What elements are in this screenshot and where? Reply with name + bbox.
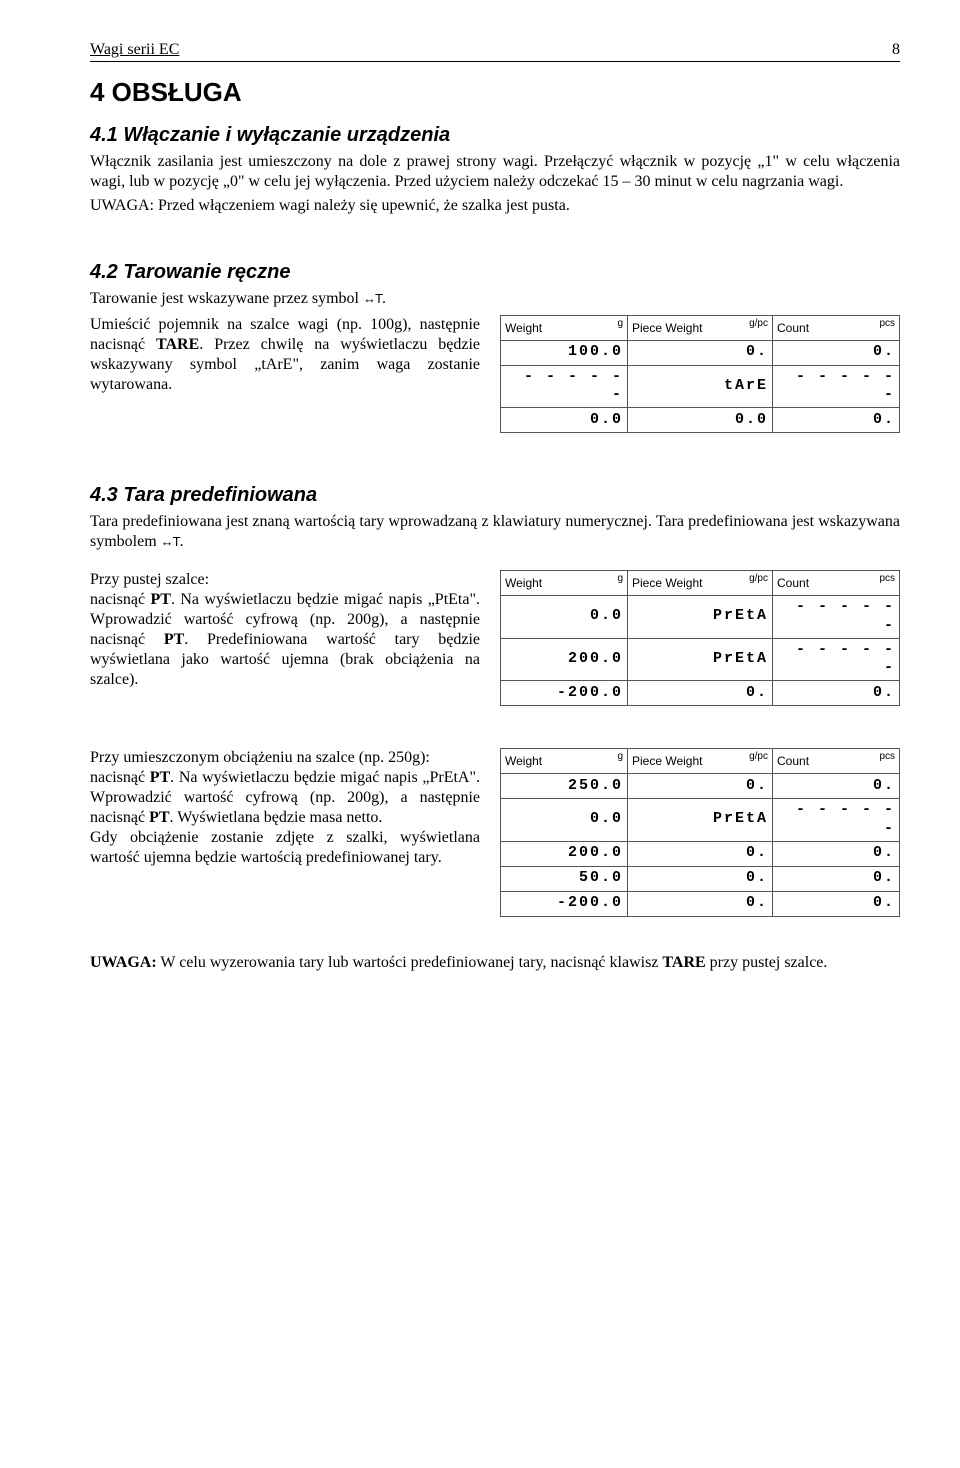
p-41-body: Włącznik zasilania jest umieszczony na d… [90, 152, 900, 192]
cell: 100.0 [501, 340, 628, 365]
p-42-intro-post: . [382, 290, 386, 307]
txt: przy pustej szalce. [706, 954, 828, 971]
cell: 0. [773, 866, 900, 891]
txt: nacisnąć [90, 591, 150, 608]
cell: 0.0 [501, 799, 628, 842]
hdr: Piece Weight [632, 754, 702, 768]
hdr: pcs [879, 318, 895, 331]
cell: 0. [628, 866, 773, 891]
footer-uwaga: UWAGA: [90, 954, 157, 971]
cell: 0. [628, 340, 773, 365]
h2-41: 4.1 Włączanie i wyłączanie urządzenia [90, 123, 900, 148]
cell: - - - - - - [773, 799, 900, 842]
cell: 0.0 [628, 408, 773, 433]
hdr: Weight [505, 321, 542, 335]
hdr: g/pc [749, 751, 768, 764]
cell: 200.0 [501, 638, 628, 681]
hdr: pcs [879, 751, 895, 764]
cell: - - - - - - [773, 638, 900, 681]
h1-obsluga: 4 OBSŁUGA [90, 76, 900, 109]
hdr: Piece Weight [632, 576, 702, 590]
p-41-uwaga: UWAGA: Przed włączeniem wagi należy się … [90, 196, 900, 216]
cell: 0. [628, 891, 773, 916]
hdr: Weight [505, 754, 542, 768]
hdr: Weight [505, 576, 542, 590]
cell: 0. [773, 774, 900, 799]
hdr: g/pc [749, 318, 768, 331]
display-table-43a: Weight g Piece Weight g/pc Count pcs 0.0… [500, 570, 900, 706]
p-42-intro-pre: Tarowanie jest wskazywane przez symbol [90, 290, 363, 307]
txt: Przy pustej szalce: [90, 571, 209, 588]
cell: 0. [773, 681, 900, 706]
cell: PrEtA [628, 638, 773, 681]
cell: 0. [773, 841, 900, 866]
cell: 0. [773, 340, 900, 365]
pt-key: PT [164, 631, 184, 648]
hdr: Count [777, 321, 809, 335]
p-43-intro-pre: Tara predefiniowana jest znaną wartością… [90, 513, 900, 550]
cell: - - - - - - [501, 365, 628, 408]
hdr: g [617, 573, 623, 586]
cell: 0. [628, 841, 773, 866]
txt: Przy umieszczonym obciążeniu na szalce (… [90, 749, 430, 766]
tare-symbol-icon: ↔T [161, 534, 180, 549]
tare-symbol-icon: ↔T [363, 291, 382, 306]
display-table-42: Weight g Piece Weight g/pc Count pcs 100… [500, 315, 900, 434]
pt-key: PT [150, 591, 170, 608]
cell: 0. [773, 891, 900, 916]
hdr: g/pc [749, 573, 768, 586]
p-43-intro: Tara predefiniowana jest znaną wartością… [90, 512, 900, 552]
hdr: Piece Weight [632, 321, 702, 335]
cell: 0.0 [501, 408, 628, 433]
cell: 250.0 [501, 774, 628, 799]
cell: - - - - - - [773, 365, 900, 408]
p-42-left: Umieścić pojemnik na szalce wagi (np. 10… [90, 315, 480, 395]
cell: - - - - - - [773, 596, 900, 639]
hdr: g [617, 318, 623, 331]
hdr: pcs [879, 573, 895, 586]
page-header: Wagi serii EC 8 [90, 40, 900, 62]
txt: . Wyświetlana będzie masa netto. [170, 809, 383, 826]
cell: 0. [628, 774, 773, 799]
pt-key: PT [150, 769, 170, 786]
p-42-tare-key: TARE [156, 336, 199, 353]
hdr: g [617, 751, 623, 764]
header-title: Wagi serii EC [90, 40, 179, 60]
tare-key: TARE [662, 954, 705, 971]
cell: 0.0 [501, 596, 628, 639]
cell: 200.0 [501, 841, 628, 866]
txt: Gdy obciążenie zostanie zdjęte z szalki,… [90, 829, 480, 866]
p-42-intro: Tarowanie jest wskazywane przez symbol ↔… [90, 289, 900, 309]
hdr: Count [777, 576, 809, 590]
p-43a-left: Przy pustej szalce: nacisnąć PT. Na wyśw… [90, 570, 480, 690]
h2-42: 4.2 Tarowanie ręczne [90, 260, 900, 285]
cell: 0. [773, 408, 900, 433]
txt: nacisnąć [90, 769, 150, 786]
cell: PrEtA [628, 596, 773, 639]
cell: 50.0 [501, 866, 628, 891]
footer-note: UWAGA: W celu wyzerowania tary lub warto… [90, 953, 900, 973]
cell: 0. [628, 681, 773, 706]
pt-key: PT [149, 809, 169, 826]
txt: W celu wyzerowania tary lub wartości pre… [157, 954, 663, 971]
page-number: 8 [892, 40, 900, 60]
cell: -200.0 [501, 681, 628, 706]
hdr: Count [777, 754, 809, 768]
display-table-43b: Weight g Piece Weight g/pc Count pcs 250… [500, 748, 900, 917]
p-43b-left: Przy umieszczonym obciążeniu na szalce (… [90, 748, 480, 868]
h2-43: 4.3 Tara predefiniowana [90, 483, 900, 508]
p-43-intro-post: . [180, 533, 184, 550]
cell: PrEtA [628, 799, 773, 842]
cell: -200.0 [501, 891, 628, 916]
cell: tArE [628, 365, 773, 408]
